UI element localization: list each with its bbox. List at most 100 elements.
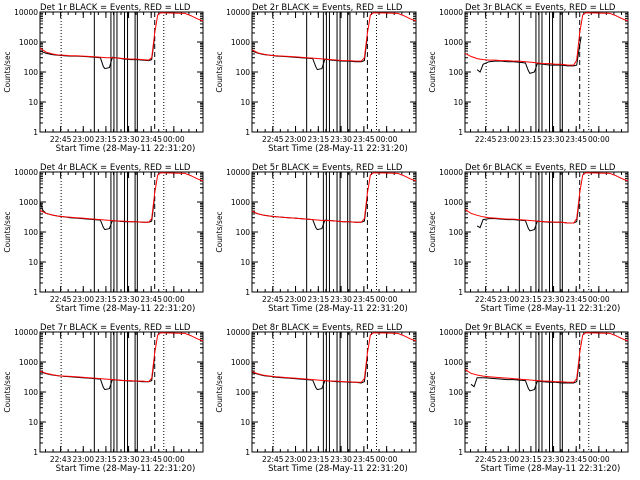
y-tick-label: 1 — [458, 448, 463, 457]
plot-frame — [464, 11, 629, 133]
y-tick-label: 1 — [33, 128, 38, 137]
series-line-lld — [251, 12, 417, 62]
x-tick-label: 23:00 — [72, 135, 94, 144]
panel-9: Det 9r BLACK = Events, RED = LLD Counts/s… — [428, 323, 629, 474]
y-tick-label: 1000 — [444, 198, 463, 207]
x-axis-label: Start Time (28-May-11 22:31:20) — [268, 144, 408, 154]
y-axis-label: Counts/sec — [3, 211, 12, 252]
x-tick-label: 00:00 — [163, 455, 185, 464]
y-tick-label: 10 — [240, 418, 250, 427]
x-tick-label: 23:45 — [565, 455, 587, 464]
x-tick-label: 00:00 — [163, 295, 185, 304]
x-tick-label: 00:00 — [376, 135, 398, 144]
panel-title: Det 1r BLACK = Events, RED = LLD — [40, 3, 191, 13]
plot-frame — [251, 171, 417, 293]
x-tick-label: 23:15 — [308, 455, 330, 464]
plot-frame — [464, 331, 629, 453]
y-tick-label: 10 — [28, 418, 38, 427]
series-line-lld — [251, 332, 417, 383]
x-tick-label: 23:45 — [353, 135, 375, 144]
x-axis-label: Start Time (28-May-11 22:31:20) — [481, 304, 621, 314]
panel-title: Det 2r BLACK = Events, RED = LLD — [252, 3, 403, 13]
y-tick-label: 10000 — [14, 328, 38, 337]
x-tick-label: 23:00 — [497, 295, 519, 304]
y-tick-label: 1 — [33, 288, 38, 297]
y-axis-label: Counts/sec — [215, 211, 224, 252]
y-tick-label: 100 — [236, 388, 251, 397]
plot-frame — [464, 171, 629, 293]
y-tick-label: 10 — [453, 418, 463, 427]
y-tick-label: 100 — [449, 68, 464, 77]
x-tick-label: 23:00 — [72, 295, 94, 304]
plot-frame — [251, 11, 417, 133]
x-tick-label: 23:00 — [285, 455, 307, 464]
x-tick-label: 22:45 — [475, 295, 497, 304]
x-tick-label: 23:15 — [95, 135, 117, 144]
panel-title: Det 9r BLACK = Events, RED = LLD — [465, 323, 616, 333]
y-tick-label: 10000 — [226, 8, 250, 17]
y-tick-label: 1000 — [231, 198, 250, 207]
x-axis-label: Start Time (28-May-11 22:31:20) — [56, 464, 196, 474]
x-axis-label: Start Time (28-May-11 22:31:20) — [481, 464, 621, 474]
panel-3: Det 3r BLACK = Events, RED = LLD Counts/s… — [428, 3, 629, 144]
x-tick-label: 23:15 — [308, 135, 330, 144]
y-tick-label: 100 — [24, 388, 39, 397]
y-tick-label: 10000 — [226, 168, 250, 177]
y-tick-label: 1 — [245, 448, 250, 457]
x-tick-label: 23:30 — [330, 295, 352, 304]
x-axis-label: Start Time (28-May-11 22:31:20) — [56, 304, 196, 314]
x-tick-label: 23:15 — [520, 455, 542, 464]
y-tick-label: 1000 — [19, 38, 38, 47]
x-tick-label: 23:45 — [140, 135, 162, 144]
y-axis-label: Counts/sec — [428, 51, 437, 92]
x-tick-label: 23:30 — [543, 135, 565, 144]
x-tick-label: 22:45 — [50, 135, 72, 144]
panel-title: Det 6r BLACK = Events, RED = LLD — [465, 163, 616, 173]
x-tick-label: 23:00 — [72, 455, 94, 464]
panel-5: Det 5r BLACK = Events, RED = LLD Counts/s… — [215, 163, 417, 314]
y-axis-label: Counts/sec — [3, 51, 12, 92]
x-tick-label: 23:30 — [543, 455, 565, 464]
x-tick-label: 23:15 — [308, 295, 330, 304]
y-tick-label: 100 — [236, 228, 251, 237]
y-tick-label: 100 — [24, 228, 39, 237]
x-tick-label: 22:45 — [262, 135, 284, 144]
x-tick-label: 23:45 — [140, 295, 162, 304]
panel-4: Det 4r BLACK = Events, RED = LLD Counts/s… — [3, 163, 204, 314]
x-tick-label: 23:30 — [543, 295, 565, 304]
x-tick-label: 23:45 — [565, 135, 587, 144]
plot-frame — [251, 331, 417, 453]
series-line-events — [470, 356, 581, 392]
x-tick-label: 23:15 — [95, 295, 117, 304]
x-tick-label: 23:00 — [497, 135, 519, 144]
y-tick-label: 10000 — [439, 168, 463, 177]
y-tick-label: 1 — [458, 288, 463, 297]
series-line-lld — [39, 172, 204, 223]
panel-title: Det 7r BLACK = Events, RED = LLD — [40, 323, 191, 333]
x-tick-label: 00:00 — [163, 135, 185, 144]
y-tick-label: 10 — [28, 258, 38, 267]
x-tick-label: 23:30 — [330, 135, 352, 144]
y-tick-label: 1 — [33, 448, 38, 457]
x-axis-label: Start Time (28-May-11 22:31:20) — [268, 304, 408, 314]
series-line-events — [476, 196, 581, 232]
x-tick-label: 23:45 — [140, 455, 162, 464]
x-tick-label: 00:00 — [588, 135, 610, 144]
y-tick-label: 10000 — [439, 328, 463, 337]
series-line-events — [476, 36, 582, 74]
y-tick-label: 10 — [453, 258, 463, 267]
panel-7: Det 7r BLACK = Events, RED = LLD Counts/s… — [3, 323, 204, 474]
series-line-lld — [39, 12, 204, 61]
y-tick-label: 1000 — [444, 358, 463, 367]
x-tick-label: 23:15 — [520, 295, 542, 304]
y-axis-label: Counts/sec — [215, 51, 224, 92]
x-tick-label: 22:45 — [50, 295, 72, 304]
x-tick-label: 22:45 — [262, 295, 284, 304]
panel-title: Det 3r BLACK = Events, RED = LLD — [465, 3, 616, 13]
panel-title: Det 8r BLACK = Events, RED = LLD — [252, 323, 403, 333]
y-tick-label: 10 — [28, 98, 38, 107]
x-tick-label: 23:15 — [95, 455, 117, 464]
panel-title: Det 5r BLACK = Events, RED = LLD — [252, 163, 403, 173]
x-tick-label: 00:00 — [588, 455, 610, 464]
y-tick-label: 1 — [458, 128, 463, 137]
